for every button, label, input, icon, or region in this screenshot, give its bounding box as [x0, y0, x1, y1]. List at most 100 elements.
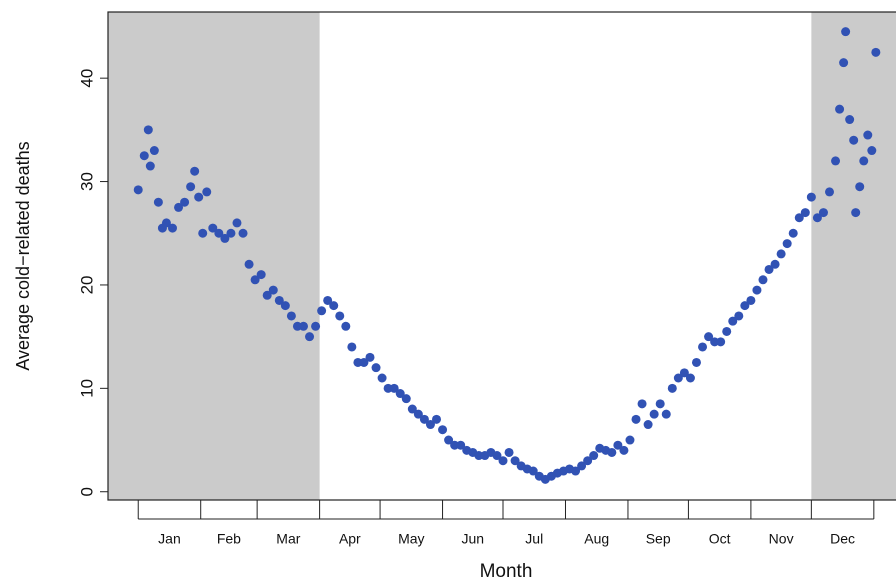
point [149, 146, 159, 156]
point [305, 332, 315, 342]
point [425, 420, 435, 430]
point [329, 301, 339, 311]
point [818, 208, 828, 218]
point [510, 456, 520, 466]
point [782, 239, 792, 249]
point [806, 192, 816, 202]
y-tick-label: 40 [77, 69, 96, 88]
point [419, 414, 429, 424]
point [824, 187, 834, 197]
point [679, 368, 689, 378]
point [335, 311, 345, 321]
x-tick-label: Jul [525, 531, 543, 547]
shaded-region [811, 12, 896, 500]
point [198, 228, 208, 238]
point [413, 409, 423, 419]
point [377, 373, 387, 383]
point [180, 197, 190, 207]
point [317, 306, 327, 316]
point [202, 187, 212, 197]
point [498, 456, 508, 466]
point [190, 166, 200, 176]
point [667, 383, 677, 393]
point [577, 461, 587, 471]
point [655, 399, 665, 409]
point [407, 404, 417, 414]
y-tick-label: 10 [77, 379, 96, 398]
point [528, 466, 538, 476]
point [226, 228, 236, 238]
point [734, 311, 744, 321]
point [758, 275, 768, 285]
point [395, 389, 405, 399]
point [389, 383, 399, 393]
y-axis-label: Average cold−related deaths [13, 141, 33, 370]
point [371, 363, 381, 373]
point [698, 342, 708, 352]
point [685, 373, 695, 383]
point [673, 373, 683, 383]
point [571, 466, 581, 476]
point [589, 451, 599, 461]
point [770, 259, 780, 269]
point [262, 290, 272, 300]
x-tick-label: Oct [709, 531, 731, 547]
point [280, 301, 290, 311]
point [794, 213, 804, 223]
point [740, 301, 750, 311]
point [855, 182, 865, 192]
point [841, 27, 851, 37]
x-tick-label: Nov [769, 531, 794, 547]
point [232, 218, 242, 228]
point [311, 321, 321, 331]
point [867, 146, 877, 156]
point [716, 337, 726, 347]
point [607, 447, 617, 457]
x-tick-label: Mar [276, 531, 300, 547]
point [863, 130, 873, 140]
x-tick-label: Jan [158, 531, 181, 547]
x-tick-label: Dec [830, 531, 855, 547]
point [764, 264, 774, 274]
x-tick-label: Aug [584, 531, 609, 547]
point [432, 414, 442, 424]
point [250, 275, 260, 285]
x-tick-label: May [398, 531, 424, 547]
point [143, 125, 153, 135]
point [849, 135, 859, 145]
point [274, 295, 284, 305]
point [800, 208, 810, 218]
x-tick-label: Feb [217, 531, 241, 547]
y-tick-label: 20 [77, 275, 96, 294]
point [704, 332, 714, 342]
point [625, 435, 635, 445]
point [153, 197, 163, 207]
point [438, 425, 448, 435]
point [776, 249, 786, 259]
point [831, 156, 841, 166]
point [214, 228, 224, 238]
point [161, 218, 171, 228]
point [323, 295, 333, 305]
x-tick-label: Sep [646, 531, 671, 547]
point [456, 440, 466, 450]
point [583, 456, 593, 466]
point [298, 321, 308, 331]
point [691, 357, 701, 367]
point [174, 202, 184, 212]
point [167, 223, 177, 233]
point [722, 326, 732, 336]
point [643, 420, 653, 430]
point [186, 182, 196, 192]
point [752, 285, 762, 295]
point [139, 151, 149, 161]
point [851, 208, 861, 218]
point [859, 156, 869, 166]
point [637, 399, 647, 409]
point [286, 311, 296, 321]
point [145, 161, 155, 171]
point [220, 233, 230, 243]
point [268, 285, 278, 295]
point [347, 342, 357, 352]
